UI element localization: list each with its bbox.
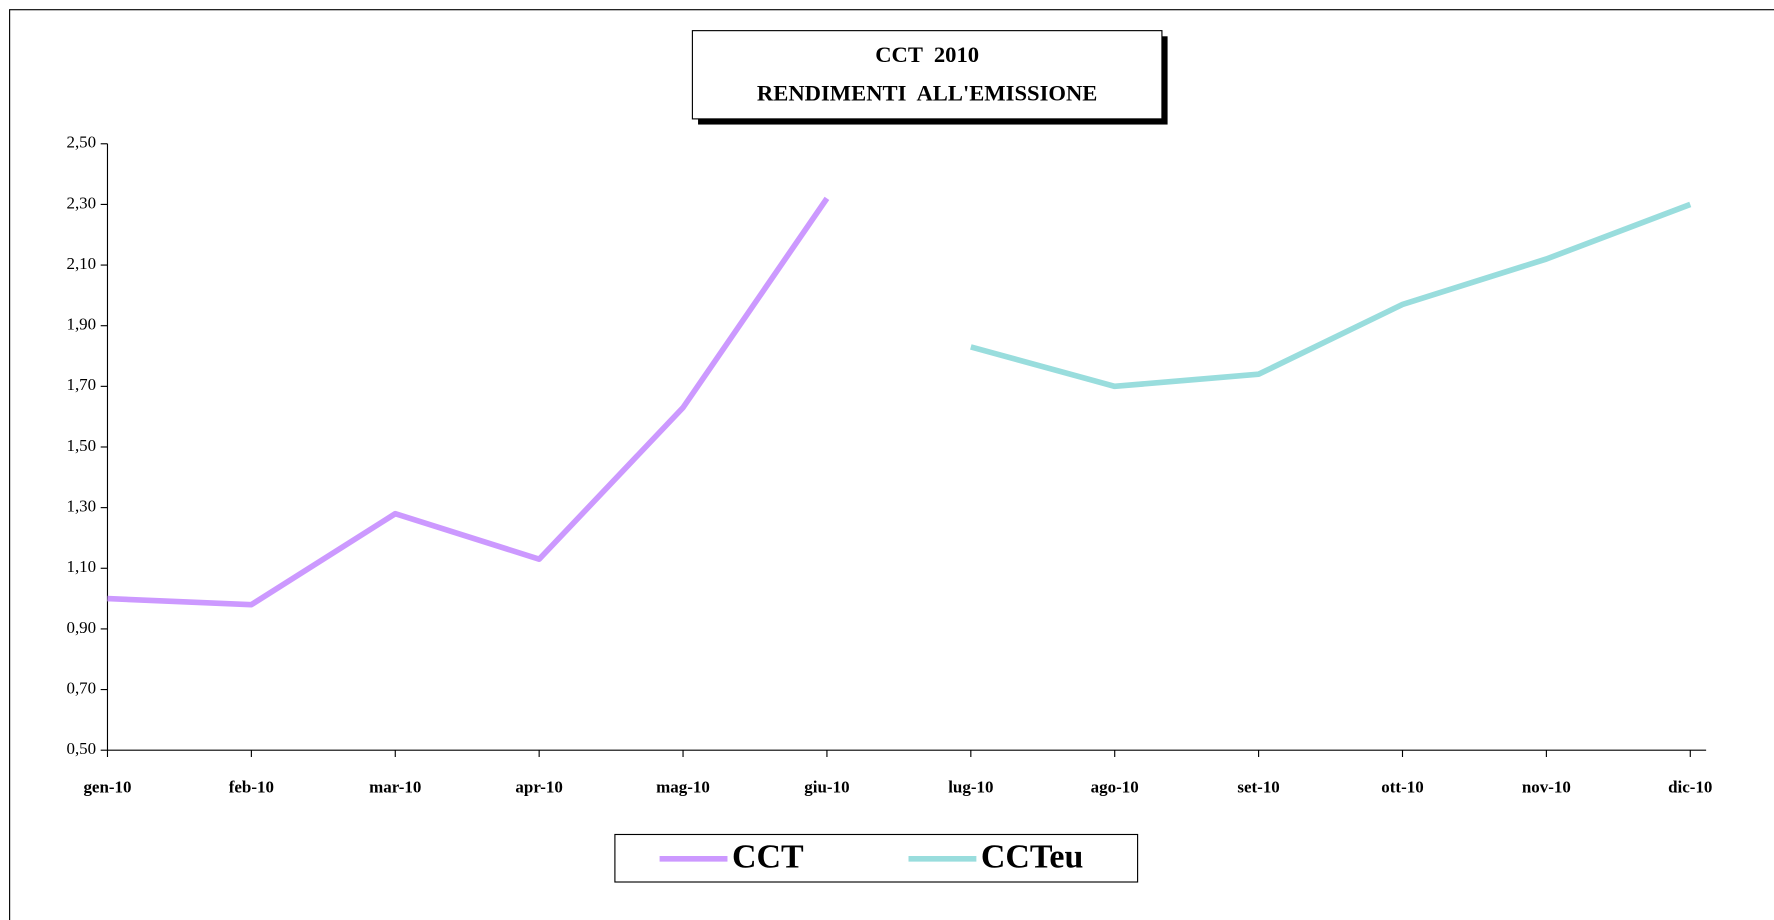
x-tick-label: mag-10 xyxy=(656,778,710,797)
legend-label: CCT xyxy=(732,839,804,876)
y-tick-label: 2,50 xyxy=(66,133,96,152)
y-tick-label: 0,90 xyxy=(66,618,96,637)
series-line xyxy=(107,196,830,608)
title-box xyxy=(691,30,1163,120)
y-tick-label: 1,30 xyxy=(66,497,96,516)
y-tick-label: 1,50 xyxy=(66,436,96,455)
y-tick-label: 1,10 xyxy=(66,557,96,576)
y-tick-label: 0,50 xyxy=(66,739,96,758)
chart-subtitle: RENDIMENTI ALL'EMISSIONE xyxy=(757,80,1097,105)
y-tick-label: 0,70 xyxy=(66,678,96,697)
y-tick-label: 1,90 xyxy=(66,315,96,334)
x-tick-label: ago-10 xyxy=(1091,778,1139,797)
x-tick-label: dic-10 xyxy=(1668,778,1712,797)
x-tick-label: gen-10 xyxy=(83,778,131,797)
y-tick-label: 2,10 xyxy=(66,254,96,273)
legend-label: CCTeu xyxy=(981,839,1083,876)
y-tick-label: 1,70 xyxy=(66,375,96,394)
chart-title: CCT 2010 xyxy=(875,42,979,67)
series-line xyxy=(970,201,1692,390)
x-tick-label: apr-10 xyxy=(515,778,562,797)
x-tick-label: ott-10 xyxy=(1381,778,1423,797)
chart-border xyxy=(9,9,1774,920)
x-tick-label: mar-10 xyxy=(369,778,421,797)
x-tick-label: nov-10 xyxy=(1522,778,1571,797)
x-tick-label: feb-10 xyxy=(229,778,274,797)
x-tick-label: lug-10 xyxy=(948,778,993,797)
x-tick-label: giu-10 xyxy=(804,778,849,797)
y-tick-label: 2,30 xyxy=(66,193,96,212)
x-tick-label: set-10 xyxy=(1237,778,1279,797)
